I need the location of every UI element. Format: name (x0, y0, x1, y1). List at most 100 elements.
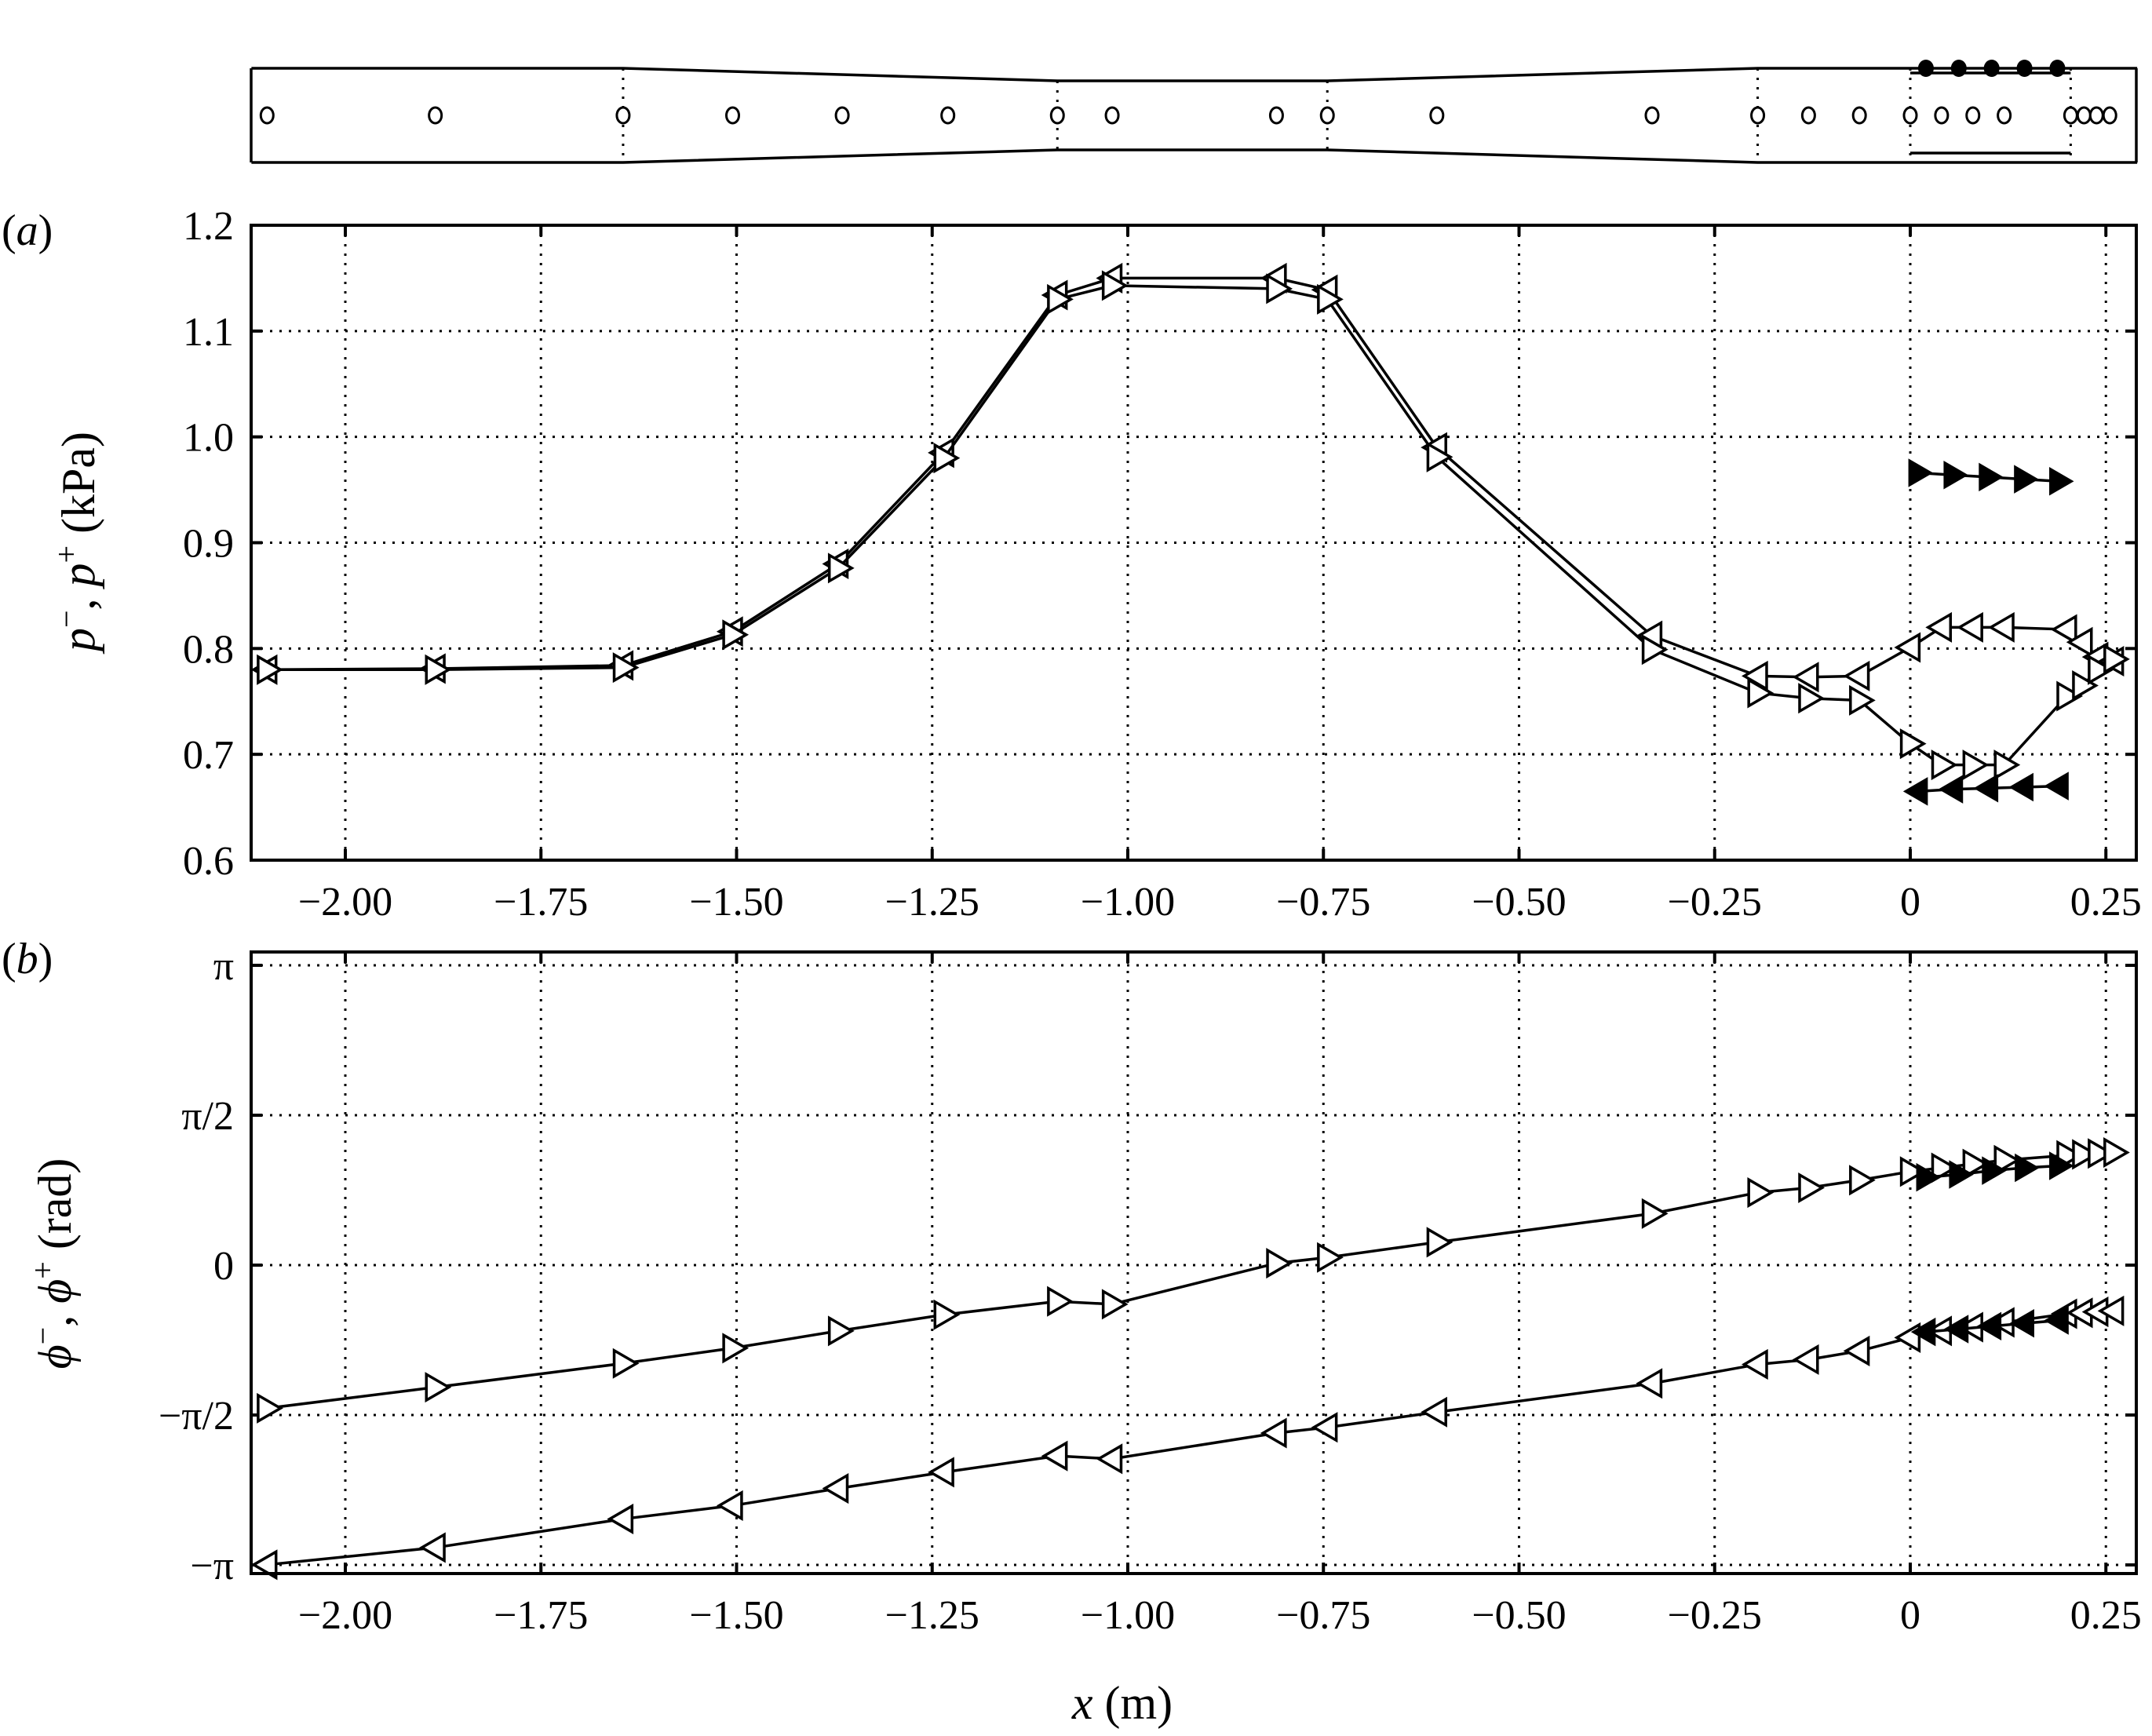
plot-frame (250, 950, 2138, 1575)
triangle-left-marker (1843, 1335, 1870, 1366)
triangle-right-marker (1993, 749, 2021, 781)
microphone-icon (940, 106, 956, 125)
y-tick-label: −π (190, 1544, 234, 1588)
triangle-left-marker (1096, 1443, 1123, 1475)
x-tick-label: −0.75 (1276, 1593, 1370, 1638)
triangle-right-marker (1426, 441, 1454, 472)
x-tick-label: −0.25 (1668, 1593, 1762, 1638)
microphone-icon (428, 106, 443, 125)
y-tick-label: 0.9 (183, 522, 234, 567)
triangle-right-marker (1931, 1152, 1958, 1183)
triangle-right-marker (1798, 1172, 1825, 1204)
triangle-right-marker (1317, 1242, 1344, 1273)
triangle-right-marker (1101, 1289, 1129, 1320)
y-tick-label: 1.0 (183, 416, 234, 461)
x-tick-label: −0.75 (1276, 880, 1370, 925)
triangle-left-marker (419, 1532, 446, 1563)
triangle-right-marker (1908, 458, 1934, 487)
series-line (267, 1309, 2114, 1566)
triangle-right-marker (722, 1333, 750, 1364)
triangle-left-marker (1902, 777, 1928, 806)
triangle-right-marker (1993, 1144, 2021, 1176)
microphone-icon (2063, 106, 2078, 125)
triangle-right-marker (1101, 270, 1129, 301)
triangle-right-marker (1747, 677, 1774, 709)
y-tick-label: 0.6 (183, 839, 234, 884)
y-axis-title-b: ϕ−, ϕ+ (rad) (25, 1158, 81, 1369)
x-tick-label: 0.25 (2070, 1593, 2142, 1638)
triangle-left-marker (2008, 772, 2033, 802)
triangle-left-marker (1041, 1440, 1068, 1472)
microphone-icon (1934, 106, 1950, 125)
triangle-right-marker (1916, 1162, 1942, 1192)
triangle-left-marker (822, 1472, 849, 1504)
y-tick-label: −π/2 (159, 1394, 234, 1439)
triangle-right-marker (2014, 465, 2039, 494)
x-tick-label: −1.00 (1081, 880, 1175, 925)
y-tick-label: π (213, 944, 234, 989)
triangle-right-marker (2049, 1151, 2074, 1180)
x-tick-label: −1.50 (689, 1593, 783, 1638)
series-filled-right (1908, 458, 2074, 496)
triangle-left-marker (2097, 1295, 2125, 1326)
triangle-right-marker (1982, 1156, 2007, 1185)
triangle-left-marker (1421, 1396, 1447, 1428)
triangle-right-marker (2072, 669, 2099, 702)
microphone-icon (1800, 106, 1816, 125)
triangle-right-marker (1641, 1198, 1669, 1229)
panel-b-label: (b) (2, 935, 53, 983)
triangle-left-marker (1910, 1317, 1936, 1347)
triangle-right-marker (2103, 644, 2130, 675)
x-tick-label: 0 (1900, 880, 1920, 925)
y-tick-label: 1.2 (183, 204, 234, 249)
triangle-left-marker (1973, 774, 1999, 803)
triangle-right-marker (2088, 1138, 2114, 1169)
triangle-right-marker (612, 652, 640, 684)
microphone-icon (2102, 106, 2117, 125)
triangle-left-marker (716, 1490, 743, 1521)
triangle-left-marker (1741, 1348, 1768, 1380)
triangle-right-marker (933, 1299, 961, 1330)
triangle-left-marker (1938, 775, 1964, 804)
triangle-right-marker (2072, 1139, 2099, 1170)
triangle-right-marker (1943, 460, 1968, 490)
triangle-right-marker (257, 654, 283, 685)
series-open-left (250, 262, 2125, 693)
triangle-left-marker (1843, 660, 1870, 691)
x-tick-label: −0.50 (1472, 880, 1566, 925)
triangle-right-marker (612, 1348, 640, 1379)
series-filled-left (1910, 1306, 2069, 1347)
triangle-left-marker (1792, 1344, 1819, 1375)
microphone-icon (1644, 106, 1660, 125)
triangle-right-marker (1849, 684, 1876, 716)
filled-sensor-icon (1917, 60, 1934, 77)
series-line (267, 276, 2114, 679)
triangle-right-marker (2103, 1136, 2130, 1169)
triangle-right-marker (722, 619, 750, 651)
y-tick-label: 1.1 (183, 310, 234, 355)
triangle-left-marker (1957, 611, 1983, 643)
duct-schematic (250, 60, 2138, 164)
triangle-right-marker (2015, 1153, 2040, 1183)
triangle-left-marker (1792, 662, 1819, 693)
series-line (267, 1151, 2114, 1410)
filled-sensor-icon (1983, 60, 2000, 77)
triangle-right-marker (1962, 1148, 1990, 1180)
triangle-right-marker (425, 1372, 452, 1403)
triangle-right-marker (1931, 749, 1958, 781)
triangle-left-marker (2044, 771, 2069, 801)
triangle-right-marker (1047, 1286, 1074, 1317)
triangle-right-marker (1798, 683, 1825, 714)
microphone-icon (834, 106, 850, 125)
triangle-right-marker (1266, 1248, 1293, 1279)
microphone-icon (1851, 106, 1867, 125)
triangle-right-marker (1747, 1177, 1774, 1209)
triangle-left-marker (2044, 1306, 2069, 1335)
x-tick-label: −1.75 (494, 1593, 588, 1638)
triangle-left-marker (1894, 1322, 1921, 1353)
triangle-right-marker (1849, 1165, 1876, 1196)
triangle-left-marker (1260, 1417, 1287, 1449)
triangle-right-marker (1949, 1160, 1974, 1189)
x-axis-title: x (m) (1071, 1677, 1173, 1729)
triangle-left-marker (1976, 1311, 2002, 1341)
